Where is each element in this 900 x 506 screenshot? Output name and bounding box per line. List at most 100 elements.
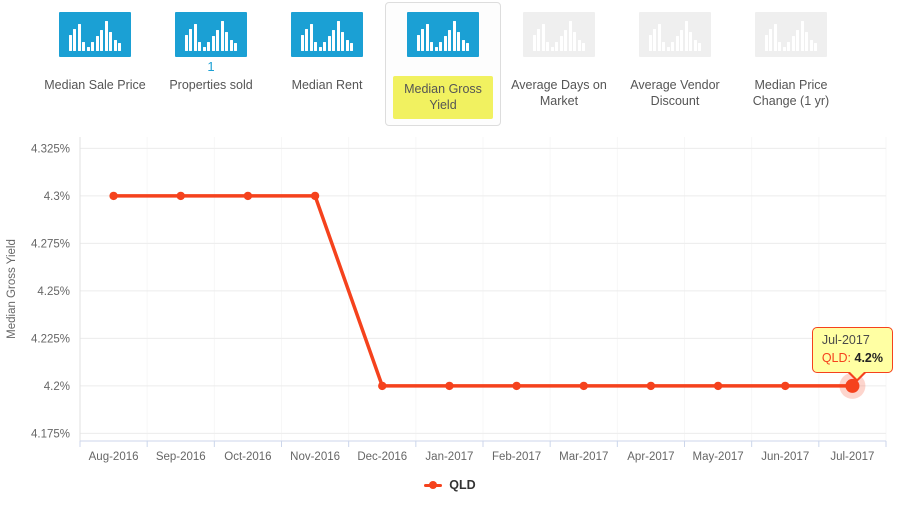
legend-label: QLD [449,478,476,492]
svg-text:May-2017: May-2017 [693,451,744,463]
icon-bar [693,40,697,51]
data-point[interactable] [781,381,790,391]
tab-label: Median Rent [291,78,363,92]
icon-bar [327,36,331,51]
series-markers[interactable] [109,191,866,399]
icon-bar [305,29,309,51]
tab-average-vendor-discount[interactable]: Average Vendor Discount [617,2,733,126]
icon-bar [778,42,782,51]
tooltip-series: QLD: [821,350,852,365]
icon-bar [537,29,541,51]
data-point[interactable] [109,191,118,201]
legend-series-marker-icon [424,481,443,489]
icon-bar [805,32,809,51]
icon-bar [653,29,657,51]
data-point[interactable] [310,191,320,201]
icon-bar [684,21,688,51]
svg-text:Jul-2017: Jul-2017 [830,451,874,463]
icon-bar [104,21,108,51]
icon-bar [198,42,202,51]
data-point[interactable] [176,191,185,201]
properties-sold-count: 1 [207,59,215,74]
tab-median-rent[interactable]: Median Rent [269,2,385,126]
svg-text:Aug-2016: Aug-2016 [89,451,139,463]
icon-bar [220,21,224,51]
icon-bar [207,42,211,51]
data-point-hovered[interactable] [845,378,860,393]
bar-chart-icon [523,12,595,57]
svg-text:4.225%: 4.225% [31,333,70,345]
icon-bar [764,35,768,51]
line-chart[interactable]: Aug-2016 Sep-2016 Oct-2016 Nov-2016 Dec-2016… [0,130,900,501]
icon-bar [95,36,99,51]
tab-label: Properties sold [169,78,253,92]
svg-text:4.25%: 4.25% [37,286,70,298]
svg-text:Dec-2016: Dec-2016 [357,451,407,463]
icon-bar [680,30,684,51]
icon-bar [541,24,545,51]
svg-text:Sep-2016: Sep-2016 [156,451,206,463]
svg-text:Feb-2017: Feb-2017 [492,451,541,463]
icon-bar [345,40,349,51]
icon-bar [787,42,791,51]
icon-bar [332,30,336,51]
data-point[interactable] [713,381,723,391]
x-axis-labels: Aug-2016 Sep-2016 Oct-2016 Nov-2016 Dec-2016… [89,451,875,463]
tab-median-gross-yield[interactable]: Median Gross Yield [385,2,501,126]
svg-text:Mar-2017: Mar-2017 [559,451,608,463]
icon-bar [211,36,215,51]
icon-bar [77,24,81,51]
icon-bar [439,42,443,51]
icon-bar [791,36,795,51]
icon-bar [573,32,577,51]
icon-bar [568,21,572,51]
icon-bar [662,42,666,51]
icon-bar [202,47,206,51]
tab-properties-sold[interactable]: 1 Properties sold [153,2,269,126]
icon-bar [457,32,461,51]
tab-average-days-on-market[interactable]: Average Days on Market [501,2,617,126]
icon-bar [443,36,447,51]
icon-bar [452,21,456,51]
icon-bar [421,29,425,51]
data-point[interactable] [243,191,253,201]
icon-bar [82,42,86,51]
icon-bar [559,36,563,51]
svg-text:4.175%: 4.175% [31,428,70,440]
icon-bar [234,43,238,51]
y-axis-title: Median Gross Yield [6,239,18,339]
icon-bar [100,30,104,51]
icon-bar [466,43,470,51]
bar-chart-icon [59,12,131,57]
icon-bar [671,42,675,51]
series-line-qld [111,194,855,388]
data-point[interactable] [579,381,588,391]
tab-median-price-change[interactable]: Median Price Change (1 yr) [733,2,849,126]
tab-label: Average Days on Market [511,78,607,109]
svg-text:Oct-2016: Oct-2016 [224,451,271,463]
bar-chart-icon [755,12,827,57]
tab-median-sale-price[interactable]: Median Sale Price [37,2,153,126]
icon-bar [300,35,304,51]
legend-item-qld[interactable]: QLD [0,478,900,492]
icon-bar [323,42,327,51]
data-point[interactable] [512,381,521,391]
icon-bar [657,24,661,51]
bar-chart-icon [407,12,479,57]
icon-bar [698,43,702,51]
data-point[interactable] [445,381,454,391]
tab-label: Median Sale Price [44,78,146,92]
median-gross-yield-chart: Aug-2016 Sep-2016 Oct-2016 Nov-2016 Dec-2016… [0,130,900,501]
icon-bar [546,42,550,51]
icon-bar [689,32,693,51]
bar-chart-icon [291,12,363,57]
icon-bar [416,35,420,51]
data-point[interactable] [646,381,656,391]
bar-chart-icon [639,12,711,57]
icon-bar [564,30,568,51]
svg-text:Jun-2017: Jun-2017 [761,451,809,463]
y-axis-labels: 4.175% 4.2% 4.225% 4.25% 4.275% 4.3% 4.325% [31,143,70,440]
data-point[interactable] [378,381,387,391]
icon-bar [769,29,773,51]
svg-text:Nov-2016: Nov-2016 [290,451,340,463]
